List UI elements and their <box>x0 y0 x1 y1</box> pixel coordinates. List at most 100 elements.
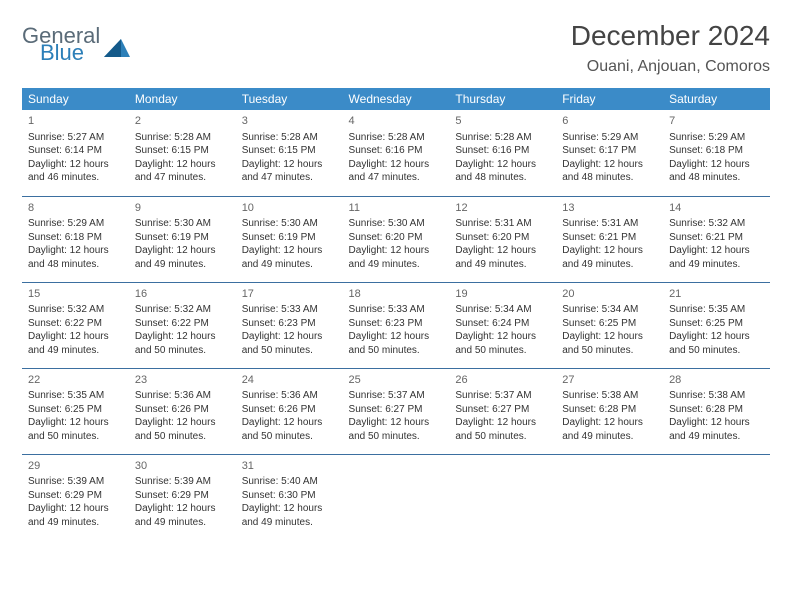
calendar-cell: 19Sunrise: 5:34 AMSunset: 6:24 PMDayligh… <box>449 282 556 368</box>
day-number: 16 <box>135 287 230 302</box>
sunset-line: Sunset: 6:29 PM <box>135 489 230 503</box>
sunset-line: Sunset: 6:22 PM <box>135 317 230 331</box>
calendar-header: SundayMondayTuesdayWednesdayThursdayFrid… <box>22 88 770 110</box>
daylight-line: Daylight: 12 hours and 50 minutes. <box>455 416 550 443</box>
calendar-cell: 21Sunrise: 5:35 AMSunset: 6:25 PMDayligh… <box>663 282 770 368</box>
calendar-cell: 29Sunrise: 5:39 AMSunset: 6:29 PMDayligh… <box>22 454 129 540</box>
calendar-cell: 9Sunrise: 5:30 AMSunset: 6:19 PMDaylight… <box>129 196 236 282</box>
sunrise-line: Sunrise: 5:29 AM <box>669 131 764 145</box>
daylight-line: Daylight: 12 hours and 48 minutes. <box>28 244 123 271</box>
sunset-line: Sunset: 6:14 PM <box>28 144 123 158</box>
daylight-line: Daylight: 12 hours and 49 minutes. <box>28 330 123 357</box>
calendar-cell: 11Sunrise: 5:30 AMSunset: 6:20 PMDayligh… <box>343 196 450 282</box>
day-number: 28 <box>669 373 764 388</box>
calendar-cell: 28Sunrise: 5:38 AMSunset: 6:28 PMDayligh… <box>663 368 770 454</box>
calendar-cell: 12Sunrise: 5:31 AMSunset: 6:20 PMDayligh… <box>449 196 556 282</box>
sunrise-line: Sunrise: 5:28 AM <box>455 131 550 145</box>
day-number: 21 <box>669 287 764 302</box>
sunset-line: Sunset: 6:28 PM <box>562 403 657 417</box>
calendar-cell: 2Sunrise: 5:28 AMSunset: 6:15 PMDaylight… <box>129 110 236 196</box>
daylight-line: Daylight: 12 hours and 47 minutes. <box>242 158 337 185</box>
calendar-cell: 27Sunrise: 5:38 AMSunset: 6:28 PMDayligh… <box>556 368 663 454</box>
daylight-line: Daylight: 12 hours and 49 minutes. <box>28 502 123 529</box>
day-number: 6 <box>562 114 657 129</box>
sunset-line: Sunset: 6:16 PM <box>455 144 550 158</box>
title-block: December 2024 Ouani, Anjouan, Comoros <box>571 20 770 76</box>
sunset-line: Sunset: 6:18 PM <box>669 144 764 158</box>
sunrise-line: Sunrise: 5:35 AM <box>28 389 123 403</box>
day-number: 30 <box>135 459 230 474</box>
weekday-header: Tuesday <box>236 88 343 110</box>
sunset-line: Sunset: 6:18 PM <box>28 231 123 245</box>
day-number: 12 <box>455 201 550 216</box>
day-number: 26 <box>455 373 550 388</box>
daylight-line: Daylight: 12 hours and 49 minutes. <box>669 416 764 443</box>
calendar-cell: 5Sunrise: 5:28 AMSunset: 6:16 PMDaylight… <box>449 110 556 196</box>
daylight-line: Daylight: 12 hours and 48 minutes. <box>455 158 550 185</box>
calendar-table: SundayMondayTuesdayWednesdayThursdayFrid… <box>22 88 770 540</box>
calendar-cell: 22Sunrise: 5:35 AMSunset: 6:25 PMDayligh… <box>22 368 129 454</box>
day-number: 29 <box>28 459 123 474</box>
sunrise-line: Sunrise: 5:28 AM <box>242 131 337 145</box>
calendar-cell: 1Sunrise: 5:27 AMSunset: 6:14 PMDaylight… <box>22 110 129 196</box>
daylight-line: Daylight: 12 hours and 46 minutes. <box>28 158 123 185</box>
calendar-cell: 10Sunrise: 5:30 AMSunset: 6:19 PMDayligh… <box>236 196 343 282</box>
calendar-cell <box>449 454 556 540</box>
daylight-line: Daylight: 12 hours and 50 minutes. <box>349 330 444 357</box>
logo-triangle-icon <box>104 37 130 57</box>
daylight-line: Daylight: 12 hours and 50 minutes. <box>135 330 230 357</box>
sunrise-line: Sunrise: 5:31 AM <box>562 217 657 231</box>
day-number: 11 <box>349 201 444 216</box>
location: Ouani, Anjouan, Comoros <box>571 58 770 76</box>
calendar-cell: 24Sunrise: 5:36 AMSunset: 6:26 PMDayligh… <box>236 368 343 454</box>
day-number: 2 <box>135 114 230 129</box>
day-number: 13 <box>562 201 657 216</box>
sunrise-line: Sunrise: 5:30 AM <box>349 217 444 231</box>
daylight-line: Daylight: 12 hours and 49 minutes. <box>455 244 550 271</box>
day-number: 17 <box>242 287 337 302</box>
calendar-cell: 13Sunrise: 5:31 AMSunset: 6:21 PMDayligh… <box>556 196 663 282</box>
daylight-line: Daylight: 12 hours and 50 minutes. <box>28 416 123 443</box>
calendar-cell: 16Sunrise: 5:32 AMSunset: 6:22 PMDayligh… <box>129 282 236 368</box>
sunset-line: Sunset: 6:26 PM <box>242 403 337 417</box>
daylight-line: Daylight: 12 hours and 50 minutes. <box>242 330 337 357</box>
calendar-cell: 31Sunrise: 5:40 AMSunset: 6:30 PMDayligh… <box>236 454 343 540</box>
calendar-cell: 14Sunrise: 5:32 AMSunset: 6:21 PMDayligh… <box>663 196 770 282</box>
sunrise-line: Sunrise: 5:30 AM <box>242 217 337 231</box>
calendar-cell: 6Sunrise: 5:29 AMSunset: 6:17 PMDaylight… <box>556 110 663 196</box>
sunset-line: Sunset: 6:27 PM <box>349 403 444 417</box>
calendar-cell <box>663 454 770 540</box>
sunset-line: Sunset: 6:24 PM <box>455 317 550 331</box>
day-number: 19 <box>455 287 550 302</box>
sunrise-line: Sunrise: 5:38 AM <box>669 389 764 403</box>
sunset-line: Sunset: 6:15 PM <box>242 144 337 158</box>
sunrise-line: Sunrise: 5:30 AM <box>135 217 230 231</box>
logo: General Blue <box>22 26 130 64</box>
daylight-line: Daylight: 12 hours and 49 minutes. <box>242 502 337 529</box>
day-number: 7 <box>669 114 764 129</box>
sunrise-line: Sunrise: 5:34 AM <box>455 303 550 317</box>
daylight-line: Daylight: 12 hours and 48 minutes. <box>669 158 764 185</box>
month-title: December 2024 <box>571 20 770 52</box>
weekday-header: Monday <box>129 88 236 110</box>
daylight-line: Daylight: 12 hours and 49 minutes. <box>562 416 657 443</box>
daylight-line: Daylight: 12 hours and 47 minutes. <box>349 158 444 185</box>
calendar-cell: 20Sunrise: 5:34 AMSunset: 6:25 PMDayligh… <box>556 282 663 368</box>
daylight-line: Daylight: 12 hours and 50 minutes. <box>135 416 230 443</box>
daylight-line: Daylight: 12 hours and 50 minutes. <box>562 330 657 357</box>
sunrise-line: Sunrise: 5:32 AM <box>669 217 764 231</box>
sunrise-line: Sunrise: 5:34 AM <box>562 303 657 317</box>
sunrise-line: Sunrise: 5:29 AM <box>28 217 123 231</box>
logo-text: General Blue <box>22 26 100 64</box>
day-number: 1 <box>28 114 123 129</box>
day-number: 18 <box>349 287 444 302</box>
day-number: 31 <box>242 459 337 474</box>
weekday-header: Friday <box>556 88 663 110</box>
daylight-line: Daylight: 12 hours and 50 minutes. <box>242 416 337 443</box>
sunrise-line: Sunrise: 5:29 AM <box>562 131 657 145</box>
sunset-line: Sunset: 6:21 PM <box>669 231 764 245</box>
daylight-line: Daylight: 12 hours and 50 minutes. <box>349 416 444 443</box>
sunset-line: Sunset: 6:16 PM <box>349 144 444 158</box>
calendar-cell: 17Sunrise: 5:33 AMSunset: 6:23 PMDayligh… <box>236 282 343 368</box>
day-number: 3 <box>242 114 337 129</box>
